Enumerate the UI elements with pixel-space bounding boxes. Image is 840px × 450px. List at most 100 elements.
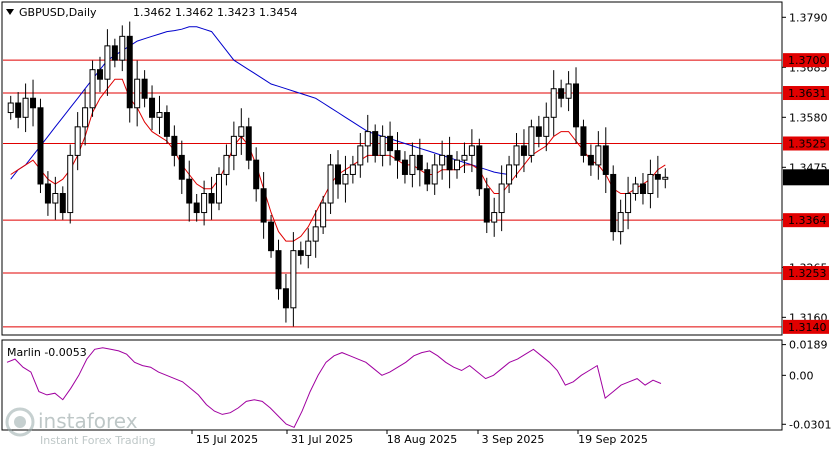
bearish-candle[interactable] — [111, 45, 118, 61]
bearish-candle[interactable] — [149, 97, 156, 118]
bullish-candle[interactable] — [22, 97, 29, 118]
bearish-candle[interactable] — [446, 154, 453, 171]
time-tick-label: 18 Aug 2025 — [387, 433, 457, 446]
bullish-candle[interactable] — [513, 145, 520, 166]
bearish-candle[interactable] — [587, 154, 594, 166]
time-tick-label: 31 Jul 2025 — [291, 433, 353, 446]
bullish-candle[interactable] — [528, 126, 535, 156]
indicator-label: Marlin -0.0053 — [7, 346, 87, 359]
bearish-candle[interactable] — [573, 83, 580, 128]
bearish-candle[interactable] — [59, 193, 66, 214]
bearish-candle[interactable] — [37, 107, 44, 185]
bullish-candle[interactable] — [342, 173, 349, 185]
bullish-candle[interactable] — [215, 173, 222, 204]
bearish-candle[interactable] — [639, 183, 646, 195]
bullish-candle[interactable] — [498, 183, 505, 214]
bearish-candle[interactable] — [558, 88, 565, 99]
bullish-candle[interactable] — [506, 164, 513, 185]
bullish-candle[interactable] — [223, 154, 230, 175]
bearish-candle[interactable] — [282, 288, 289, 309]
bearish-candle[interactable] — [163, 112, 170, 137]
bullish-candle[interactable] — [320, 202, 327, 228]
bullish-candle[interactable] — [156, 112, 163, 118]
bearish-candle[interactable] — [193, 202, 200, 214]
bullish-candle[interactable] — [82, 107, 89, 128]
bullish-candle[interactable] — [461, 154, 468, 161]
bearish-candle[interactable] — [520, 145, 527, 156]
bullish-candle[interactable] — [230, 135, 237, 156]
bullish-candle[interactable] — [52, 193, 59, 204]
bearish-candle[interactable] — [275, 250, 282, 290]
oscillator-tick-label: -0.0301 — [789, 418, 831, 431]
bearish-candle[interactable] — [580, 126, 587, 156]
bullish-candle[interactable] — [409, 154, 416, 175]
bullish-candle[interactable] — [357, 145, 364, 166]
bullish-candle[interactable] — [625, 193, 632, 214]
bearish-candle[interactable] — [245, 126, 252, 161]
level-price-tag — [783, 86, 829, 101]
bearish-candle[interactable] — [260, 188, 267, 223]
bearish-candle[interactable] — [253, 159, 260, 190]
bullish-candle[interactable] — [454, 159, 461, 171]
bearish-candle[interactable] — [424, 169, 431, 185]
bullish-candle[interactable] — [290, 250, 297, 309]
bullish-candle[interactable] — [134, 78, 141, 109]
bearish-candle[interactable] — [30, 97, 37, 109]
bearish-candle[interactable] — [401, 159, 408, 175]
bearish-candle[interactable] — [96, 69, 103, 80]
bullish-candle[interactable] — [379, 135, 386, 156]
bullish-candle[interactable] — [595, 145, 602, 166]
bearish-candle[interactable] — [387, 135, 394, 152]
bearish-candle[interactable] — [44, 183, 51, 204]
bullish-candle[interactable] — [431, 164, 438, 185]
bullish-candle[interactable] — [327, 164, 334, 204]
bearish-candle[interactable] — [297, 250, 304, 256]
bearish-candle[interactable] — [178, 154, 185, 180]
bullish-candle[interactable] — [491, 212, 498, 223]
bearish-candle[interactable] — [186, 178, 193, 204]
bearish-candle[interactable] — [335, 164, 341, 185]
bullish-candle[interactable] — [632, 183, 639, 195]
bullish-candle[interactable] — [89, 69, 96, 109]
bearish-candle[interactable] — [416, 154, 423, 171]
bullish-candle[interactable] — [349, 164, 356, 175]
bullish-candle[interactable] — [364, 131, 371, 147]
current-price-label: 1.3454 — [788, 171, 827, 184]
bearish-candle[interactable] — [268, 221, 275, 252]
bullish-candle[interactable] — [647, 173, 654, 195]
bullish-candle[interactable] — [565, 83, 572, 99]
bearish-candle[interactable] — [126, 35, 133, 109]
bearish-candle[interactable] — [171, 135, 178, 156]
bearish-candle[interactable] — [208, 193, 215, 204]
bearish-candle[interactable] — [476, 145, 483, 190]
bullish-candle[interactable] — [617, 212, 624, 233]
bullish-candle[interactable] — [468, 145, 475, 156]
bearish-candle[interactable] — [15, 102, 22, 118]
candles-group[interactable] — [7, 21, 669, 327]
bullish-candle[interactable] — [543, 116, 550, 137]
bullish-candle[interactable] — [7, 102, 14, 114]
bullish-candle[interactable] — [439, 154, 446, 166]
bearish-candle[interactable] — [141, 78, 148, 99]
dropdown-triangle-icon[interactable] — [6, 9, 14, 15]
bullish-candle[interactable] — [305, 240, 312, 256]
indicator-panel-frame — [1, 339, 783, 431]
bullish-candle[interactable] — [104, 45, 111, 80]
bullish-candle[interactable] — [67, 154, 74, 214]
bullish-candle[interactable] — [238, 126, 245, 137]
bullish-candle[interactable] — [201, 193, 208, 214]
bearish-candle[interactable] — [394, 150, 401, 161]
bearish-candle[interactable] — [654, 173, 661, 180]
bearish-candle[interactable] — [610, 173, 617, 233]
bullish-candle[interactable] — [550, 88, 557, 118]
bearish-candle[interactable] — [483, 188, 490, 223]
bearish-candle[interactable] — [535, 126, 542, 137]
marlin-oscillator-line — [6, 347, 662, 429]
bearish-candle[interactable] — [602, 145, 609, 175]
bullish-candle[interactable] — [312, 226, 319, 242]
bearish-candle[interactable] — [372, 131, 379, 156]
bullish-candle[interactable] — [662, 176, 669, 180]
bullish-candle[interactable] — [74, 126, 81, 156]
bullish-candle[interactable] — [119, 35, 126, 61]
